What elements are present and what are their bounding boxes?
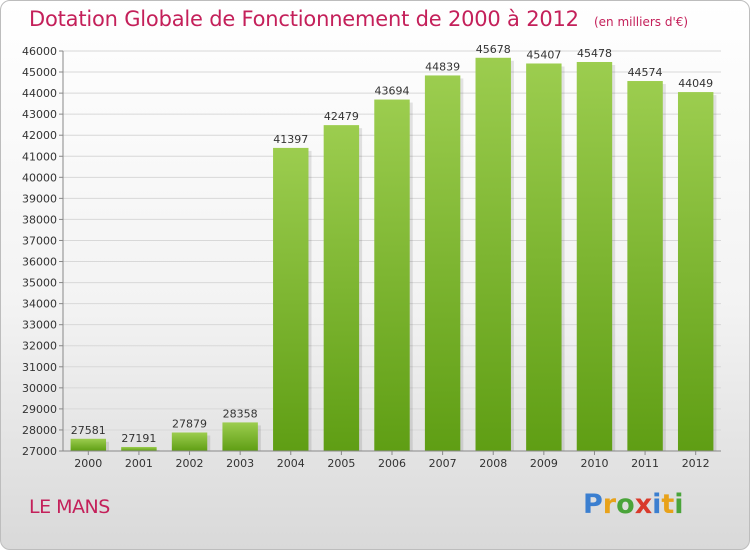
logo-letter: x bbox=[634, 489, 653, 520]
chart-title: Dotation Globale de Fonctionnement de 20… bbox=[29, 7, 579, 31]
y-tick-label: 45000 bbox=[22, 66, 57, 79]
bar-value-label: 27191 bbox=[121, 432, 156, 445]
logo-letter: i bbox=[652, 489, 662, 520]
labels: 27000 28000 29000 30000 31000 32000 33000 34000… bbox=[22, 43, 713, 470]
axes bbox=[59, 50, 721, 455]
y-tick-label: 38000 bbox=[22, 213, 57, 226]
y-tick-label: 27000 bbox=[22, 445, 57, 458]
chart-title-block: Dotation Globale de Fonctionnement de 20… bbox=[29, 7, 688, 31]
bar bbox=[526, 63, 562, 451]
bar bbox=[273, 147, 309, 451]
x-tick-label: 2007 bbox=[429, 457, 457, 470]
bar bbox=[222, 422, 258, 451]
logo-letter: o bbox=[616, 489, 635, 520]
logo-letter: t bbox=[661, 489, 675, 520]
x-tick-label: 2011 bbox=[631, 457, 659, 470]
y-tick-label: 41000 bbox=[22, 150, 57, 163]
bar bbox=[677, 92, 714, 452]
x-tick-label: 2002 bbox=[176, 457, 204, 470]
x-tick-label: 2008 bbox=[479, 457, 507, 470]
bar bbox=[627, 81, 663, 451]
y-tick-label: 29000 bbox=[22, 403, 57, 416]
bar-value-label: 44049 bbox=[678, 77, 713, 90]
bar bbox=[475, 57, 511, 452]
x-tick-label: 2004 bbox=[277, 457, 305, 470]
y-tick-label: 37000 bbox=[22, 234, 57, 247]
bar bbox=[576, 61, 613, 452]
bar-value-label: 43694 bbox=[375, 85, 410, 98]
y-tick-label: 35000 bbox=[22, 277, 57, 290]
chart-unit-note: (en milliers d'€) bbox=[593, 15, 689, 29]
bar-value-label: 45678 bbox=[476, 43, 511, 56]
y-tick-label: 32000 bbox=[22, 340, 57, 353]
y-tick-label: 39000 bbox=[22, 192, 57, 205]
bar-value-label: 44839 bbox=[425, 60, 460, 73]
x-tick-label: 2010 bbox=[580, 457, 608, 470]
bar bbox=[121, 446, 157, 451]
y-tick-label: 34000 bbox=[22, 298, 57, 311]
x-tick-label: 2001 bbox=[125, 457, 153, 470]
logo-letter: P bbox=[583, 489, 603, 520]
bar-value-label: 41397 bbox=[273, 133, 308, 146]
bar bbox=[323, 125, 360, 451]
city-name: LE MANS bbox=[29, 496, 110, 518]
x-tick-label: 2003 bbox=[226, 457, 254, 470]
bar-value-label: 45478 bbox=[577, 47, 612, 60]
bars bbox=[70, 57, 717, 452]
y-tick-label: 40000 bbox=[22, 171, 57, 184]
bar-value-label: 42479 bbox=[324, 110, 359, 123]
y-tick-label: 43000 bbox=[22, 108, 57, 121]
logo-letter: i bbox=[674, 489, 684, 520]
proxiti-logo: Proxiti bbox=[583, 489, 684, 520]
bar-value-label: 27879 bbox=[172, 417, 207, 430]
x-tick-label: 2009 bbox=[530, 457, 558, 470]
y-tick-label: 36000 bbox=[22, 256, 57, 269]
y-tick-label: 30000 bbox=[22, 382, 57, 395]
x-tick-label: 2005 bbox=[327, 457, 355, 470]
x-tick-label: 2000 bbox=[74, 457, 102, 470]
bar bbox=[374, 99, 410, 452]
bar-value-label: 44574 bbox=[628, 66, 663, 79]
y-tick-label: 42000 bbox=[22, 129, 57, 142]
logo-letter: r bbox=[602, 489, 617, 520]
bar-value-label: 27581 bbox=[71, 424, 106, 437]
y-tick-label: 46000 bbox=[22, 45, 57, 58]
y-tick-label: 44000 bbox=[22, 87, 57, 100]
bar-value-label: 28358 bbox=[223, 407, 258, 420]
bar bbox=[424, 75, 461, 451]
bar bbox=[171, 432, 208, 451]
y-tick-label: 33000 bbox=[22, 319, 57, 332]
bar bbox=[70, 438, 107, 451]
bar-value-label: 45407 bbox=[526, 48, 561, 61]
x-tick-label: 2012 bbox=[682, 457, 710, 470]
y-tick-label: 31000 bbox=[22, 361, 57, 374]
y-tick-label: 28000 bbox=[22, 424, 57, 437]
x-tick-label: 2006 bbox=[378, 457, 406, 470]
